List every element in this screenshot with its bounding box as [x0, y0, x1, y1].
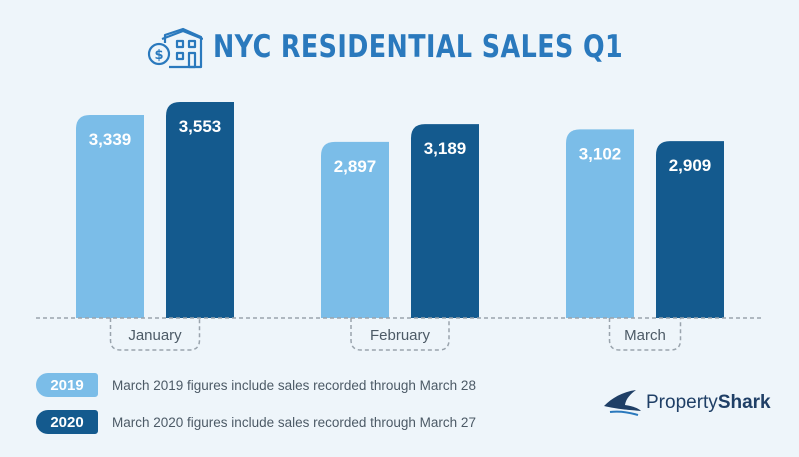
- category-label-february: February: [370, 327, 431, 344]
- legend-swatch-2019: 2019: [36, 373, 98, 397]
- legend-row-2020: 2020 March 2020 figures include sales re…: [36, 410, 476, 434]
- bar-2019-january: [76, 115, 144, 318]
- page-title: NYC RESIDENTIAL SALES Q1: [213, 29, 624, 65]
- data-label-2020-january: 3,553: [179, 117, 222, 136]
- bar-chart: 3,339 3,553 January 2,897 3,189 February 3,102…: [36, 102, 764, 351]
- bar-2020-march: [656, 141, 724, 318]
- bar-2019-february: [321, 141, 389, 318]
- data-label-2019-january: 3,339: [89, 130, 132, 149]
- legend-note-2019: March 2019 figures include sales recorde…: [112, 377, 476, 393]
- bar-2020-february: [411, 124, 479, 318]
- propertyshark-logo: PropertyShark: [602, 388, 771, 418]
- svg-text:$: $: [155, 48, 164, 63]
- logo-brand-bold: Shark: [717, 392, 771, 413]
- data-label-2019-march: 3,102: [579, 144, 622, 163]
- legend-swatch-2020: 2020: [36, 410, 98, 434]
- category-pill-january: [109, 318, 201, 351]
- data-label-2020-march: 2,909: [669, 156, 712, 175]
- bar-2019-march: [566, 129, 634, 318]
- house-dollar-icon: $: [148, 27, 204, 69]
- title-block: $ NYC RESIDENTIAL SALES Q1: [0, 22, 799, 72]
- legend-row-2019: 2019 March 2019 figures include sales re…: [36, 373, 476, 397]
- logo-brand-light: Property: [646, 392, 718, 413]
- legend-note-2020: March 2020 figures include sales recorde…: [112, 414, 476, 430]
- data-label-2019-february: 2,897: [334, 157, 377, 176]
- category-label-january: January: [128, 327, 182, 344]
- logo-text: PropertyShark: [646, 392, 771, 414]
- category-label-march: March: [624, 327, 666, 344]
- bar-2020-january: [166, 102, 234, 318]
- category-pill-february: [350, 318, 450, 351]
- shark-logo-icon: [604, 390, 641, 416]
- data-label-2020-february: 3,189: [424, 139, 467, 158]
- category-pill-march: [608, 318, 682, 351]
